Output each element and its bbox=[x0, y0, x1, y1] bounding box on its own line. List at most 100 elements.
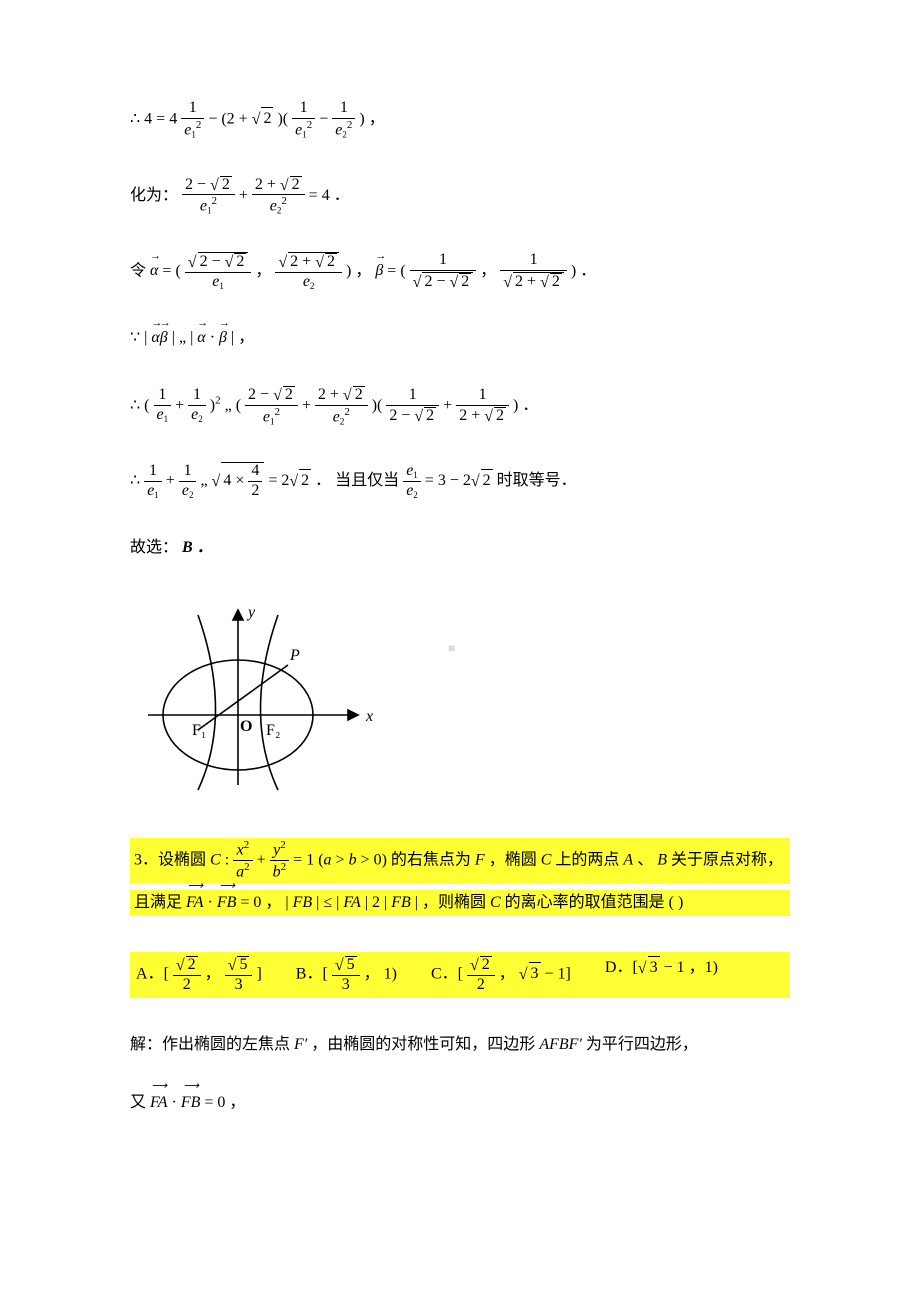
text: ， bbox=[255, 262, 275, 279]
denominator: e12 bbox=[181, 119, 204, 140]
text: 化为： bbox=[130, 187, 178, 204]
text: : bbox=[225, 852, 233, 869]
numerator: √2 − √2 bbox=[185, 252, 252, 273]
text: − bbox=[319, 110, 332, 127]
text: 又 bbox=[130, 1094, 150, 1111]
equation-line-2: 化为： 2 − √2 e12 + 2 + √2 e22 = 4 ． bbox=[130, 176, 790, 217]
text: + bbox=[175, 397, 188, 414]
text: ) ． bbox=[571, 262, 596, 279]
fraction: 1 e12 bbox=[181, 100, 204, 140]
fraction: 12 + √2 bbox=[456, 387, 509, 425]
fraction: 1e1 bbox=[154, 387, 172, 424]
sup: 2 bbox=[215, 394, 221, 406]
text: )( bbox=[372, 397, 383, 414]
text: ，由椭圆的对称性可知，四边形 bbox=[311, 1036, 539, 1053]
fraction: 2 − √2e12 bbox=[245, 386, 298, 427]
numerator: √2 + √2 bbox=[275, 252, 342, 273]
fraction: 1e2 bbox=[179, 463, 197, 500]
text: 为平行四边形， bbox=[586, 1036, 698, 1053]
axis-y-label: y bbox=[246, 604, 256, 621]
option-a: A．[ √22 ， √53 ] bbox=[136, 956, 262, 994]
text: 令 bbox=[130, 262, 150, 279]
text: · bbox=[210, 329, 219, 346]
var: C bbox=[210, 852, 221, 869]
text: „ ( bbox=[225, 397, 241, 414]
vector-alpha: α bbox=[150, 260, 158, 282]
text: + bbox=[257, 852, 270, 869]
axis-x-label: x bbox=[365, 708, 373, 725]
answer-options: A．[ √22 ， √53 ] B．[ √53 ， 1) C．[ √22 ， √… bbox=[130, 952, 790, 998]
text: ) ． bbox=[513, 397, 538, 414]
fraction: 1e1 bbox=[144, 463, 162, 500]
denominator: e22 bbox=[332, 119, 355, 140]
radicand: 2 bbox=[261, 107, 273, 130]
text: 时取等号． bbox=[497, 472, 577, 489]
text: − (2 + bbox=[208, 110, 251, 127]
fraction: 12 − √2 bbox=[386, 387, 439, 425]
fraction: x2a2 bbox=[233, 840, 253, 881]
equation-line-5: ∴ ( 1e1 + 1e2 )2 „ ( 2 − √2e12 + 2 + √2e… bbox=[130, 386, 790, 427]
vector-fa: FA bbox=[186, 892, 203, 914]
vector-alpha: α bbox=[197, 327, 205, 349]
fraction: 2 − √2 e12 bbox=[182, 176, 235, 217]
fraction: 2 + √2e22 bbox=[315, 386, 368, 427]
text: 解：作出椭圆的左焦点 bbox=[130, 1036, 294, 1053]
denominator: e2 bbox=[275, 273, 342, 291]
var: AFBF′ bbox=[539, 1036, 582, 1053]
option-c: C．[ √22 ， √3 − 1] bbox=[431, 956, 571, 994]
denominator: √2 + √2 bbox=[500, 271, 567, 291]
numerator: 1 bbox=[500, 252, 567, 271]
radical-icon: √ bbox=[212, 471, 221, 493]
var: F′ bbox=[294, 1036, 307, 1053]
numerator: 2 − √2 bbox=[182, 176, 235, 196]
numerator: 1 bbox=[181, 100, 204, 119]
equation-line-4: ∵ | αβ | „ | α · β | ， bbox=[130, 327, 790, 349]
denominator: e12 bbox=[182, 195, 235, 216]
fraction: 1 √2 − √2 bbox=[410, 252, 477, 291]
text: · bbox=[172, 1094, 181, 1111]
f1-label: F₁ bbox=[192, 722, 206, 739]
text: = 1 ( bbox=[293, 852, 323, 869]
text: „ bbox=[200, 472, 211, 489]
denominator: e12 bbox=[292, 119, 315, 140]
text: = ( bbox=[162, 262, 180, 279]
vector-beta: β bbox=[160, 327, 168, 349]
fraction: y2b2 bbox=[270, 840, 290, 881]
vector-fb: FB bbox=[181, 1092, 201, 1114]
radicand: 2 bbox=[299, 469, 311, 492]
numerator: 1 bbox=[410, 252, 477, 271]
text: ∴ bbox=[130, 472, 144, 489]
text: = 4 ． bbox=[309, 187, 350, 204]
numerator: 1 bbox=[332, 100, 355, 119]
text: = ( bbox=[387, 262, 405, 279]
text: ) ， bbox=[346, 262, 375, 279]
option-d: D．[√3 − 1 ，1) bbox=[605, 956, 718, 994]
vector-beta: β bbox=[219, 327, 227, 349]
radicand: 4 × 42 bbox=[221, 462, 264, 500]
text: = 0 ， bbox=[204, 1094, 245, 1111]
radicand: 2 bbox=[481, 469, 493, 492]
vector-fb: FB bbox=[217, 892, 237, 914]
fraction: 1 e12 bbox=[292, 100, 315, 140]
figure-conics: y x O F₁ F₂ P bbox=[138, 595, 790, 802]
text: )( bbox=[277, 110, 288, 127]
text: + bbox=[443, 397, 456, 414]
fraction: √2 + √2 e2 bbox=[275, 252, 342, 291]
text: ， bbox=[480, 262, 500, 279]
text: 3．设椭圆 bbox=[134, 852, 210, 869]
conclusion-line: 故选： B ． bbox=[130, 537, 790, 559]
equation-line-1: ∴ 4 = 4 1 e12 − (2 + √2 )( 1 e12 − 1 e22… bbox=[130, 100, 790, 140]
fraction: 1e2 bbox=[188, 387, 206, 424]
text: 故选： bbox=[130, 539, 178, 556]
numerator: 2 + √2 bbox=[252, 176, 305, 196]
p-label: P bbox=[289, 647, 300, 664]
question-3: 3．设椭圆 C : x2a2 + y2b2 = 1 (a > b > 0) 的右… bbox=[130, 838, 790, 916]
text: + bbox=[239, 187, 252, 204]
solution-line-1: 解：作出椭圆的左焦点 F′ ，由椭圆的对称性可知，四边形 AFBF′ 为平行四边… bbox=[130, 1034, 790, 1056]
solution-line-2: 又 FA · FB = 0 ， bbox=[130, 1092, 790, 1114]
text: | ， bbox=[231, 329, 254, 346]
origin-label: O bbox=[240, 718, 252, 735]
text: ∴ 4 = 4 bbox=[130, 110, 177, 127]
option-b: B．[ √53 ， 1) bbox=[296, 956, 397, 994]
denominator: e22 bbox=[252, 195, 305, 216]
